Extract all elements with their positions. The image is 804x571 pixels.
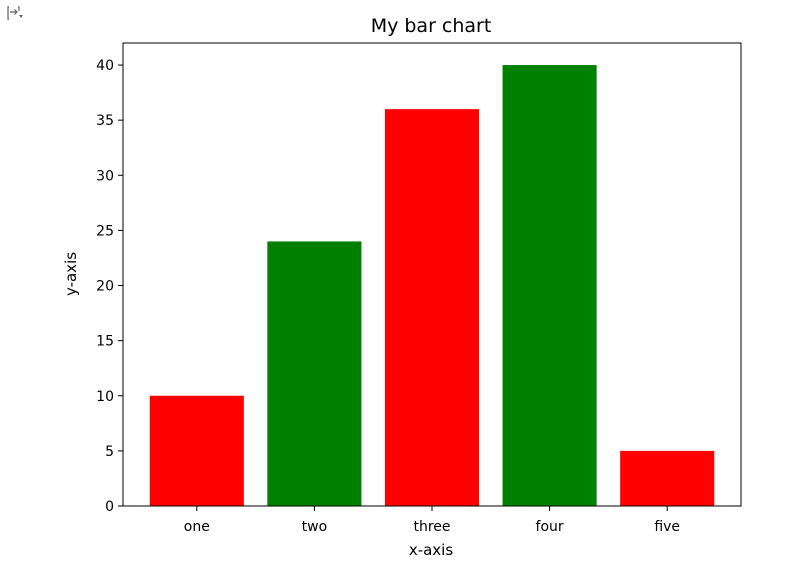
y-tick-label: 15: [96, 334, 114, 350]
bar-three: [384, 109, 480, 507]
y-axis: 0 5 10 15 20 25 30 35 40: [96, 58, 123, 515]
y-tick-label: 40: [96, 58, 114, 74]
x-tick-label: four: [536, 519, 564, 535]
plot-frame: [122, 42, 742, 507]
x-tick-label: two: [302, 519, 328, 535]
x-axis-label: x-axis: [409, 541, 454, 559]
bar-one: [149, 395, 244, 506]
bars-group: [149, 65, 715, 507]
y-tick-label: 10: [96, 389, 114, 405]
y-axis-label: y-axis: [62, 252, 80, 296]
output-toggle-icon[interactable]: [6, 4, 26, 24]
y-tick-label: 0: [105, 499, 114, 515]
bar-four: [502, 65, 597, 507]
chart-title: My bar chart: [371, 15, 492, 37]
y-tick-label: 30: [96, 168, 114, 184]
bar-two: [267, 241, 362, 506]
x-axis: one two three four five: [184, 506, 680, 535]
x-tick-label: three: [413, 519, 450, 535]
y-tick-label: 20: [96, 279, 114, 295]
x-tick-label: five: [654, 519, 680, 535]
bar-five: [620, 450, 715, 506]
x-tick-label: one: [184, 519, 210, 535]
y-tick-label: 5: [105, 444, 114, 460]
y-tick-label: 25: [96, 223, 114, 239]
y-tick-label: 35: [96, 113, 114, 129]
